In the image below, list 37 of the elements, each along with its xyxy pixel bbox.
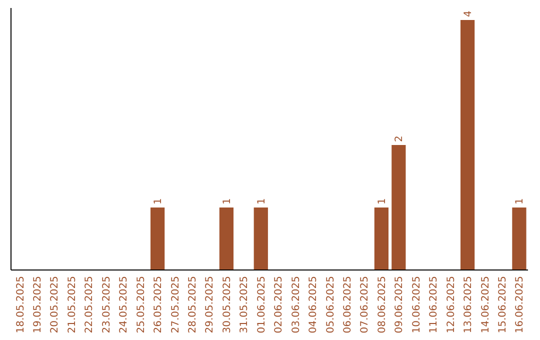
data-label: 4: [463, 10, 474, 17]
x-tick-label: 10.06.2025: [411, 276, 422, 334]
data-label: 1: [153, 198, 164, 204]
x-tick-label: 02.06.2025: [274, 276, 285, 334]
x-tick-label: 14.06.2025: [480, 276, 492, 334]
x-tick-label: 08.06.2025: [376, 276, 388, 334]
x-tick-label: 28.05.2025: [188, 276, 198, 334]
x-tick-label: 24.05.2025: [118, 276, 130, 334]
x-tick-label: 13.06.2025: [463, 276, 474, 334]
x-tick-label: 16.06.2025: [514, 276, 526, 334]
x-tick-label: 01.06.2025: [256, 276, 268, 334]
data-label: 2: [394, 136, 406, 142]
x-tick-label: 25.05.2025: [136, 276, 147, 334]
data-label: 1: [376, 198, 388, 204]
x-tick-label: 18.05.2025: [15, 276, 26, 334]
x-tick-label: 04.06.2025: [308, 276, 320, 334]
x-tick-label: 15.06.2025: [497, 276, 508, 334]
x-tick-label: 12.06.2025: [446, 276, 457, 334]
x-tick-label: 29.05.2025: [204, 276, 216, 334]
data-label: 1: [514, 198, 526, 204]
x-tick-label: 31.05.2025: [239, 276, 250, 334]
x-tick-label: 30.05.2025: [222, 276, 233, 334]
x-tick-label: 19.05.2025: [32, 276, 44, 334]
x-tick-label: 05.06.2025: [325, 276, 336, 334]
x-tick-label: 11.06.2025: [428, 276, 440, 334]
x-tick-label: 07.06.2025: [360, 276, 371, 334]
x-tick-label: 03.06.2025: [290, 276, 302, 334]
x-tick-label: 23.05.2025: [101, 276, 112, 334]
x-tick-label: 20.05.2025: [50, 276, 61, 334]
x-tick-label: 27.05.2025: [170, 276, 182, 334]
x-tick-label: 26.05.2025: [153, 276, 164, 334]
x-tick-label: 21.05.2025: [66, 276, 78, 334]
x-tick-label: 22.05.2025: [84, 276, 96, 334]
x-tick-label: 09.06.2025: [394, 276, 406, 334]
x-tick-label: 06.06.2025: [342, 276, 354, 334]
data-label: 1: [222, 198, 233, 204]
data-label: 1: [256, 198, 268, 204]
